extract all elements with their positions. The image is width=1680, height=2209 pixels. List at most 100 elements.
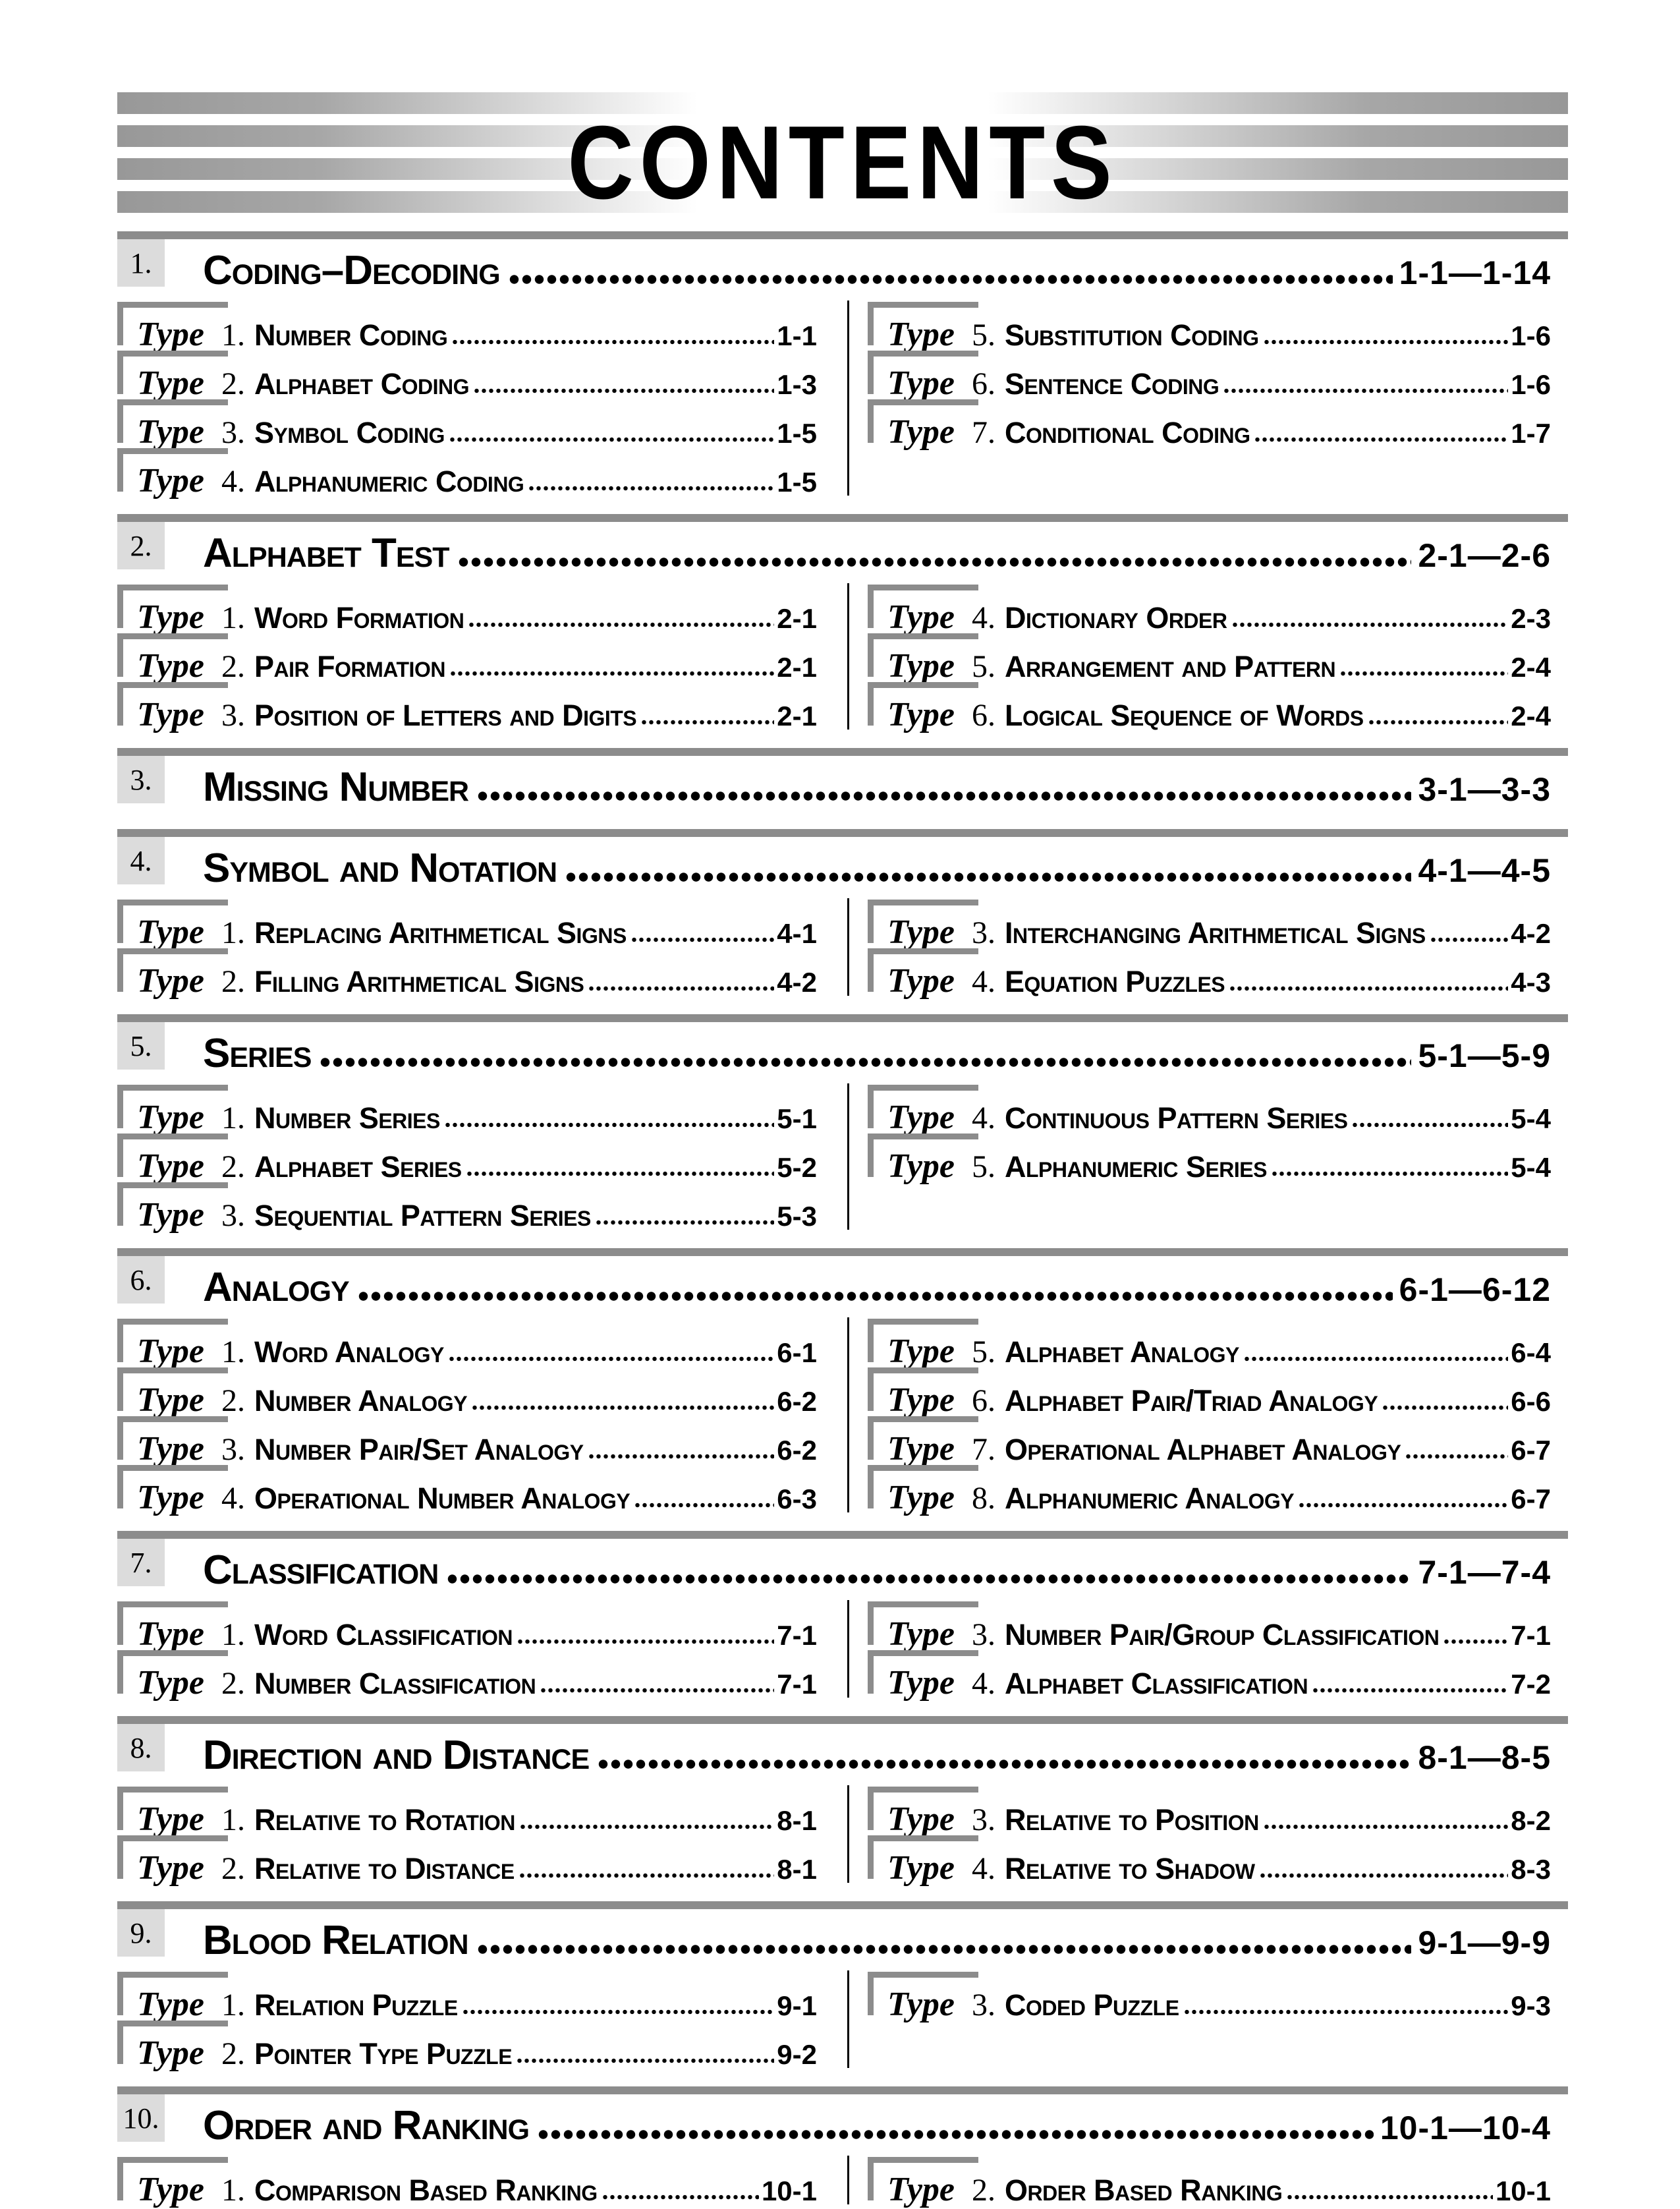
toc-section: 1. Coding–Decoding 1-1—1-14 Type 1. Numb… (117, 231, 1568, 500)
toc-entry: Type 3. Position of Letters and Digits 2… (117, 681, 817, 733)
entry-type-word: Type (137, 696, 204, 733)
entry-type-word: Type (887, 1099, 955, 1136)
entry-type-word: Type (887, 962, 955, 1000)
toc-entry: Type 3. Number Pair/Group Classification… (868, 1600, 1551, 1653)
section-header: 9. Blood Relation 9-1—9-9 (117, 1909, 1568, 1964)
entry-page: 7-2 (1511, 1669, 1551, 1700)
entry-number: 4. (221, 1481, 245, 1516)
toc-entry: Type 1. Relative to Rotation 8-1 (117, 1785, 817, 1838)
section-columns: Type 1. Relation Puzzle 9-1 Type 2. Poin… (117, 1970, 1568, 2072)
entry-title: Equation Puzzles (1005, 965, 1225, 998)
entry-number: 7. (972, 1432, 995, 1467)
entry-type-word: Type (887, 2171, 955, 2208)
entry-type-word: Type (887, 913, 955, 951)
entry-type-word: Type (887, 1381, 955, 1419)
entry-title: Number Pair/Set Analogy (254, 1433, 584, 1466)
toc-entry: Type 7. Operational Alphabet Analogy 6-7 (868, 1415, 1551, 1468)
entry-number: 1. (221, 915, 245, 950)
entry-page: 10-1 (761, 2175, 817, 2206)
dot-leader (1183, 2009, 1509, 2015)
entry-title: Operational Alphabet Analogy (1005, 1433, 1401, 1466)
entry-page: 4-3 (1511, 967, 1551, 998)
entry-number: 1. (221, 600, 245, 635)
title-stripe (117, 158, 1568, 180)
entry-page: 6-7 (1511, 1435, 1551, 1466)
entry-page: 7-1 (777, 1620, 817, 1651)
entry-title: Logical Sequence of Words (1005, 699, 1364, 732)
entry-title: Number Coding (254, 318, 448, 352)
entry-title: Word Analogy (254, 1335, 444, 1369)
entry-title: Arrangement and Pattern (1005, 650, 1336, 683)
column-left: Type 1. Word Analogy 6-1 Type 2. Number … (117, 1317, 817, 1516)
entry-page: 2-1 (777, 701, 817, 732)
section-page-range: 2-1—2-6 (1418, 537, 1551, 574)
toc-entry: Type 8. Alphanumeric Analogy 6-7 (868, 1464, 1551, 1516)
toc-entry: Type 3. Symbol Coding 1-5 (117, 398, 817, 451)
toc-entry: Type 3. Sequential Pattern Series 5-3 (117, 1181, 817, 1234)
entry-type-word: Type (137, 364, 204, 402)
entry-type-word: Type (137, 1664, 204, 1702)
entry-number: 4. (972, 1851, 995, 1886)
toc-entry: Type 1. Number Series 5-1 (117, 1083, 817, 1136)
dot-leader (507, 275, 1393, 284)
section-number: 1. (117, 239, 165, 287)
entry-page: 8-1 (777, 1854, 817, 1885)
section-page-range: 10-1—10-4 (1380, 2109, 1551, 2146)
column-divider-line (847, 1970, 849, 2068)
entry-title: Relative to Rotation (254, 1803, 515, 1837)
entry-title: Number Analogy (254, 1384, 468, 1418)
entry-page: 7-1 (777, 1669, 817, 1700)
entry-title: Alphabet Pair/Triad Analogy (1005, 1384, 1378, 1418)
entry-number: 6. (972, 698, 995, 733)
column-divider-line (847, 301, 849, 496)
entry-page: 5-1 (777, 1103, 817, 1134)
toc-section: 7. Classification 7-1—7-4 Type 1. Word C… (117, 1531, 1568, 1702)
dot-leader (461, 2009, 775, 2015)
section-page-range: 9-1—9-9 (1418, 1924, 1551, 1961)
column-right: Type 3. Interchanging Arithmetical Signs… (868, 898, 1568, 1000)
entry-title: Number Classification (254, 1667, 536, 1700)
section-header: 2. Alphabet Test 2-1—2-6 (117, 522, 1568, 577)
entry-title: Substitution Coding (1005, 318, 1259, 352)
toc-entry: Type 1. Number Coding 1-1 (117, 301, 817, 353)
entry-type-word: Type (137, 962, 204, 1000)
entry-number: 1. (221, 1101, 245, 1135)
toc-entry: Type 5. Substitution Coding 1-6 (868, 301, 1551, 353)
entry-title: Alphanumeric Coding (254, 465, 524, 498)
entry-number: 2. (221, 1383, 245, 1418)
dot-leader (517, 1638, 775, 1645)
toc-entry: Type 6. Alphabet Pair/Triad Analogy 6-6 (868, 1366, 1551, 1419)
column-right: Type 4. Continuous Pattern Series 5-4 Ty… (868, 1083, 1568, 1230)
dot-leader (597, 1760, 1412, 1769)
entry-type-word: Type (887, 1147, 955, 1185)
entry-type-word: Type (887, 598, 955, 636)
entry-type-word: Type (887, 696, 955, 733)
dot-leader (476, 1945, 1412, 1954)
section-title-line: Order and Ranking 10-1—10-4 (165, 2094, 1568, 2149)
entry-page: 2-1 (777, 603, 817, 634)
entry-page: 6-4 (1511, 1337, 1551, 1368)
dot-leader (540, 1687, 775, 1694)
entry-page: 6-7 (1511, 1483, 1551, 1514)
section-title-line: Symbol and Notation 4-1—4-5 (165, 837, 1568, 892)
entry-page: 4-2 (1511, 918, 1551, 949)
section-header-bar (117, 2086, 1568, 2094)
dot-leader (1254, 436, 1509, 443)
entry-title: Replacing Arithmetical Signs (254, 916, 627, 950)
title-stripe (117, 125, 1568, 147)
toc-entry: Type 2. Alphabet Series 5-2 (117, 1132, 817, 1185)
column-right: Type 2. Order Based Ranking 10-1 (868, 2156, 1568, 2208)
section-title-line: Direction and Distance 8-1—8-5 (165, 1724, 1568, 1779)
entry-type-word: Type (887, 1849, 955, 1887)
toc-entry: Type 5. Alphabet Analogy 6-4 (868, 1317, 1551, 1370)
entry-type-word: Type (137, 1099, 204, 1136)
toc-section: 10. Order and Ranking 10-1—10-4 Type 1. … (117, 2086, 1568, 2208)
entry-type-word: Type (887, 1333, 955, 1370)
entry-title: Alphanumeric Series (1005, 1150, 1267, 1184)
entry-page: 2-1 (777, 652, 817, 683)
section-page-range: 5-1—5-9 (1418, 1037, 1551, 1074)
entry-title: Relative to Position (1005, 1803, 1259, 1837)
dot-leader (1443, 1638, 1509, 1645)
toc-entry: Type 6. Sentence Coding 1-6 (868, 349, 1551, 402)
section-header: 8. Direction and Distance 8-1—8-5 (117, 1724, 1568, 1779)
